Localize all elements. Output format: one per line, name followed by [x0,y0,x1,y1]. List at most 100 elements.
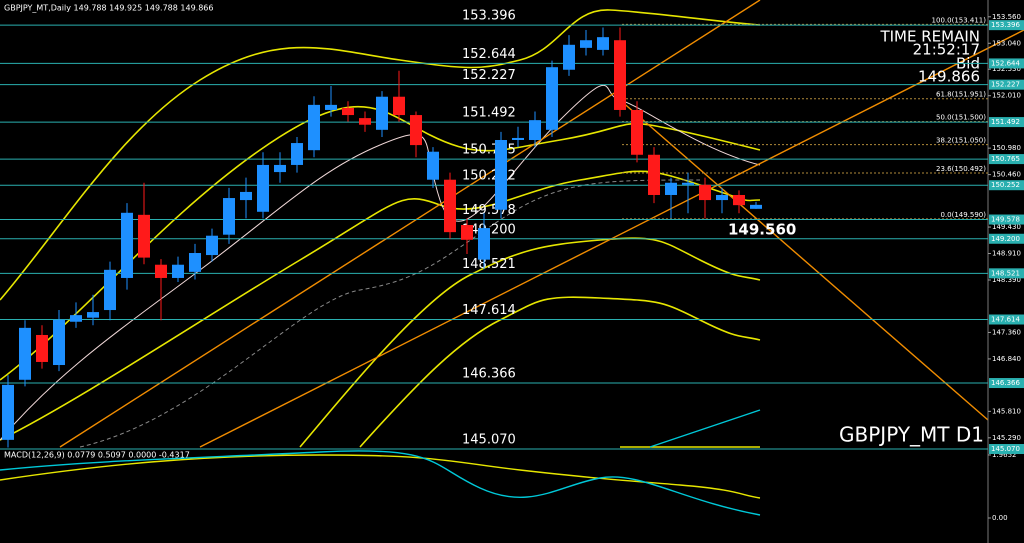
level-label: 149.578 [462,203,516,218]
y-tick-label: 145.290 [992,434,1021,442]
bid-value: 149.866 [918,68,980,86]
level-box-label: 153.396 [991,21,1020,29]
candle-body [614,40,626,110]
y-tick-label: 150.980 [992,144,1021,152]
candle-body [393,96,405,116]
macd-label: MACD(12,26,9) 0.0779 0.5097 0.0000 -0.43… [4,451,190,460]
candle-body [648,154,660,195]
candle-body [546,67,558,130]
time-remain-label: TIME REMAIN [879,28,980,46]
candle-body [512,137,524,140]
candle-body [19,327,31,380]
candle-body [597,37,609,50]
candle-body [172,264,184,278]
level-box-label: 148.521 [991,269,1020,277]
y-tick-label: 149.430 [992,223,1021,231]
y-tick-label: 153.040 [992,39,1021,47]
level-box [989,444,1024,455]
candle-body [223,198,235,235]
level-label: 151.492 [462,106,516,121]
level-box-label: 149.200 [991,235,1020,243]
level-label: 152.227 [462,68,516,83]
level-box-label: 151.492 [991,118,1020,126]
candle-body [36,334,48,362]
candle-body [325,104,337,110]
level-box-label: 152.227 [991,81,1020,89]
fib-label: 50.0(151.500) [936,114,986,122]
time-remain: 21:52:17 [913,41,980,59]
level-box-label: 145.070 [991,445,1020,453]
macd-tick-label: 1.9652 [992,451,1017,459]
y-tick-label: 152.010 [992,92,1021,100]
dashed-average [79,179,701,448]
y-tick-label: 148.910 [992,250,1021,258]
level-box-label: 150.765 [991,155,1020,163]
level-box [989,233,1024,244]
level-label: 152.644 [462,47,516,62]
macd-tick-label: 0.00 [992,514,1008,522]
price-label: 149.560 [728,221,796,239]
level-label: 150.252 [462,169,516,184]
fib-label: 23.6(150.492) [936,165,986,173]
trendline-3 [619,99,989,421]
fib-label: 100.0(153.411) [932,16,987,24]
candle-body [2,384,14,440]
envelope-lower [299,237,761,448]
candle-body [189,253,201,272]
candle-body [240,191,252,201]
candle-body [138,214,150,258]
level-box [989,268,1024,279]
fib-label: 38.2(151.050) [936,137,986,145]
level-box [989,378,1024,389]
macd-signal [0,454,761,499]
level-box-label: 146.366 [991,379,1020,387]
level-box [989,58,1024,69]
candle-body [682,182,694,185]
candle-body [342,107,354,116]
envelope-mid [0,105,761,381]
level-box-label: 150.252 [991,181,1020,189]
level-box-label: 147.614 [991,316,1020,324]
candle-body [444,179,456,233]
level-box-label: 152.644 [991,59,1020,67]
fib-label: 0.0(149.590) [940,211,986,219]
candle-body [308,104,320,151]
level-label: 146.366 [462,367,516,382]
candle-body [257,164,269,212]
fib-label: 61.8(151.951) [936,91,986,99]
envelope-lower2 [359,296,761,448]
y-tick-label: 146.840 [992,355,1021,363]
candle-body [699,184,711,201]
candle-body [376,96,388,130]
candle-body [104,269,116,311]
level-box [989,20,1024,31]
candle-body [206,235,218,256]
level-label: 153.396 [462,9,516,24]
candle-body [529,120,541,140]
candle-body [121,212,133,278]
candle-body [631,109,643,155]
candle-body [87,312,99,318]
header: GBPJPY_MT,Daily 149.788 149.925 149.788 … [4,4,213,13]
level-box [989,214,1024,225]
candle-body [665,182,677,195]
level-box [989,154,1024,165]
candle-body [580,40,592,48]
level-box [989,180,1024,191]
symbol-label: GBPJPY_MT D1 [839,423,984,447]
level-label: 150.765 [462,143,516,158]
y-tick-label: 152.530 [992,65,1021,73]
candle-body [155,264,167,278]
candle-body [716,194,728,201]
candle-body [750,204,762,209]
level-box [989,314,1024,325]
candle-body [563,44,575,70]
macd-main [0,450,761,516]
envelope-upper [0,9,761,301]
level-label: 145.070 [462,433,516,448]
candle-body [70,315,82,322]
channel-line [649,409,761,448]
level-label: 148.521 [462,257,516,272]
